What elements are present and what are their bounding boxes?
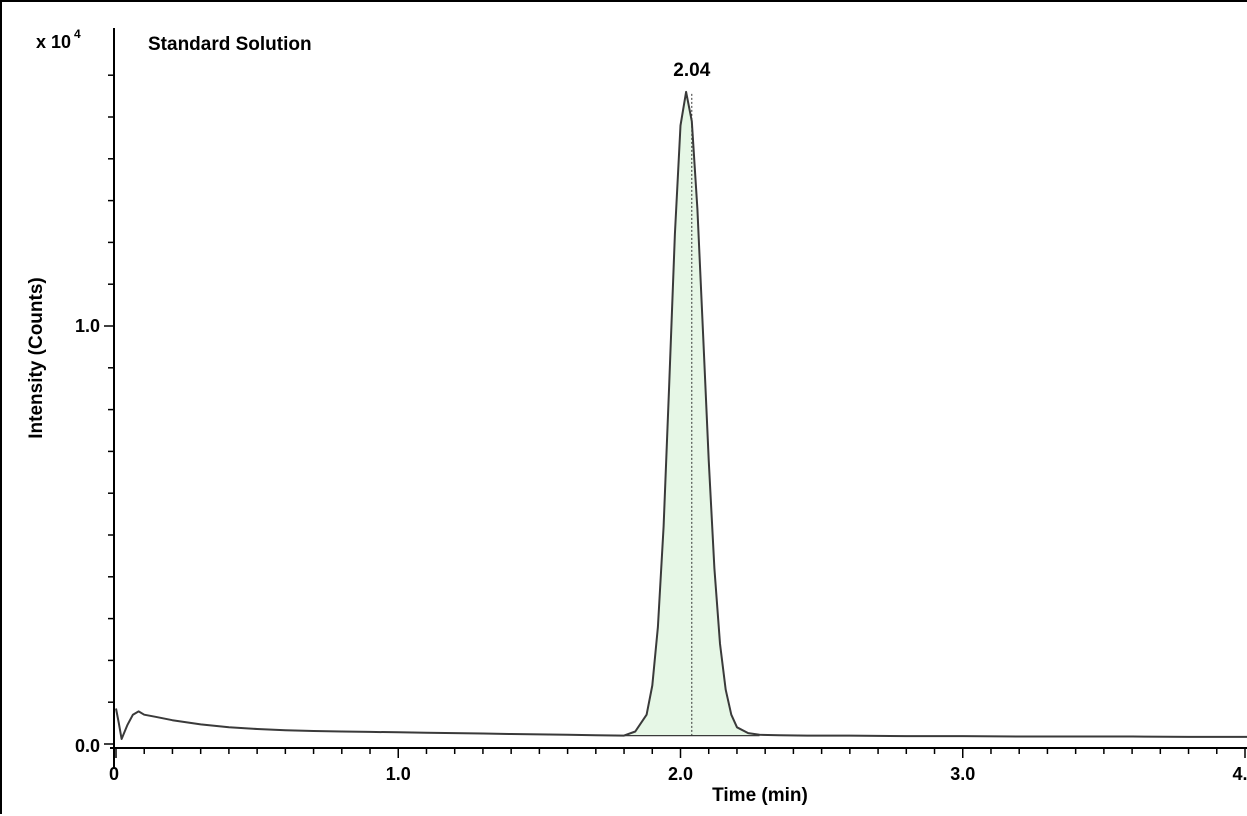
y-axis-label: Intensity (Counts) [26, 277, 47, 439]
y-tick-label: 0.0 [75, 736, 100, 756]
chart-title: Standard Solution [148, 34, 312, 55]
x-axis-label: Time (min) [712, 785, 808, 806]
x-tick-label: 1.0 [386, 764, 411, 784]
peak-label: 2.04 [673, 60, 710, 81]
y-tick-label: 1.0 [75, 316, 100, 336]
x-tick-label: 0 [109, 764, 119, 784]
peak-area [624, 91, 760, 736]
chromatogram-trace [115, 90, 1247, 740]
svg-text:4: 4 [74, 27, 81, 41]
x-tick-label: 2.0 [668, 764, 693, 784]
y-multiplier-label: x 10 4 [36, 27, 81, 52]
svg-text:x 10: x 10 [36, 32, 71, 52]
x-tick-label: 4.0 [1232, 764, 1247, 784]
x-tick-label: 3.0 [950, 764, 975, 784]
